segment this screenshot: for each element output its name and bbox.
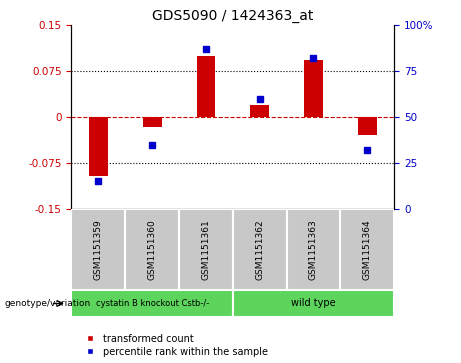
Bar	[89, 117, 108, 176]
Bar	[143, 117, 161, 127]
Text: GSM1151359: GSM1151359	[94, 219, 103, 280]
Bar	[358, 117, 377, 135]
FancyBboxPatch shape	[233, 209, 287, 290]
FancyBboxPatch shape	[71, 290, 233, 317]
Legend: transformed count, percentile rank within the sample: transformed count, percentile rank withi…	[77, 330, 272, 361]
Text: GSM1151360: GSM1151360	[148, 219, 157, 280]
Bar	[304, 60, 323, 117]
FancyBboxPatch shape	[179, 209, 233, 290]
Bar	[250, 105, 269, 117]
FancyBboxPatch shape	[233, 290, 394, 317]
Text: cystatin B knockout Cstb-/-: cystatin B knockout Cstb-/-	[95, 299, 209, 308]
FancyBboxPatch shape	[340, 209, 394, 290]
Bar	[196, 56, 215, 117]
Text: wild type: wild type	[291, 298, 336, 309]
Text: GSM1151364: GSM1151364	[363, 219, 372, 280]
Text: GSM1151361: GSM1151361	[201, 219, 210, 280]
Text: GSM1151362: GSM1151362	[255, 219, 264, 280]
Title: GDS5090 / 1424363_at: GDS5090 / 1424363_at	[152, 9, 313, 23]
FancyBboxPatch shape	[287, 209, 340, 290]
Text: genotype/variation: genotype/variation	[5, 299, 91, 308]
FancyBboxPatch shape	[71, 209, 125, 290]
Text: GSM1151363: GSM1151363	[309, 219, 318, 280]
FancyBboxPatch shape	[125, 209, 179, 290]
